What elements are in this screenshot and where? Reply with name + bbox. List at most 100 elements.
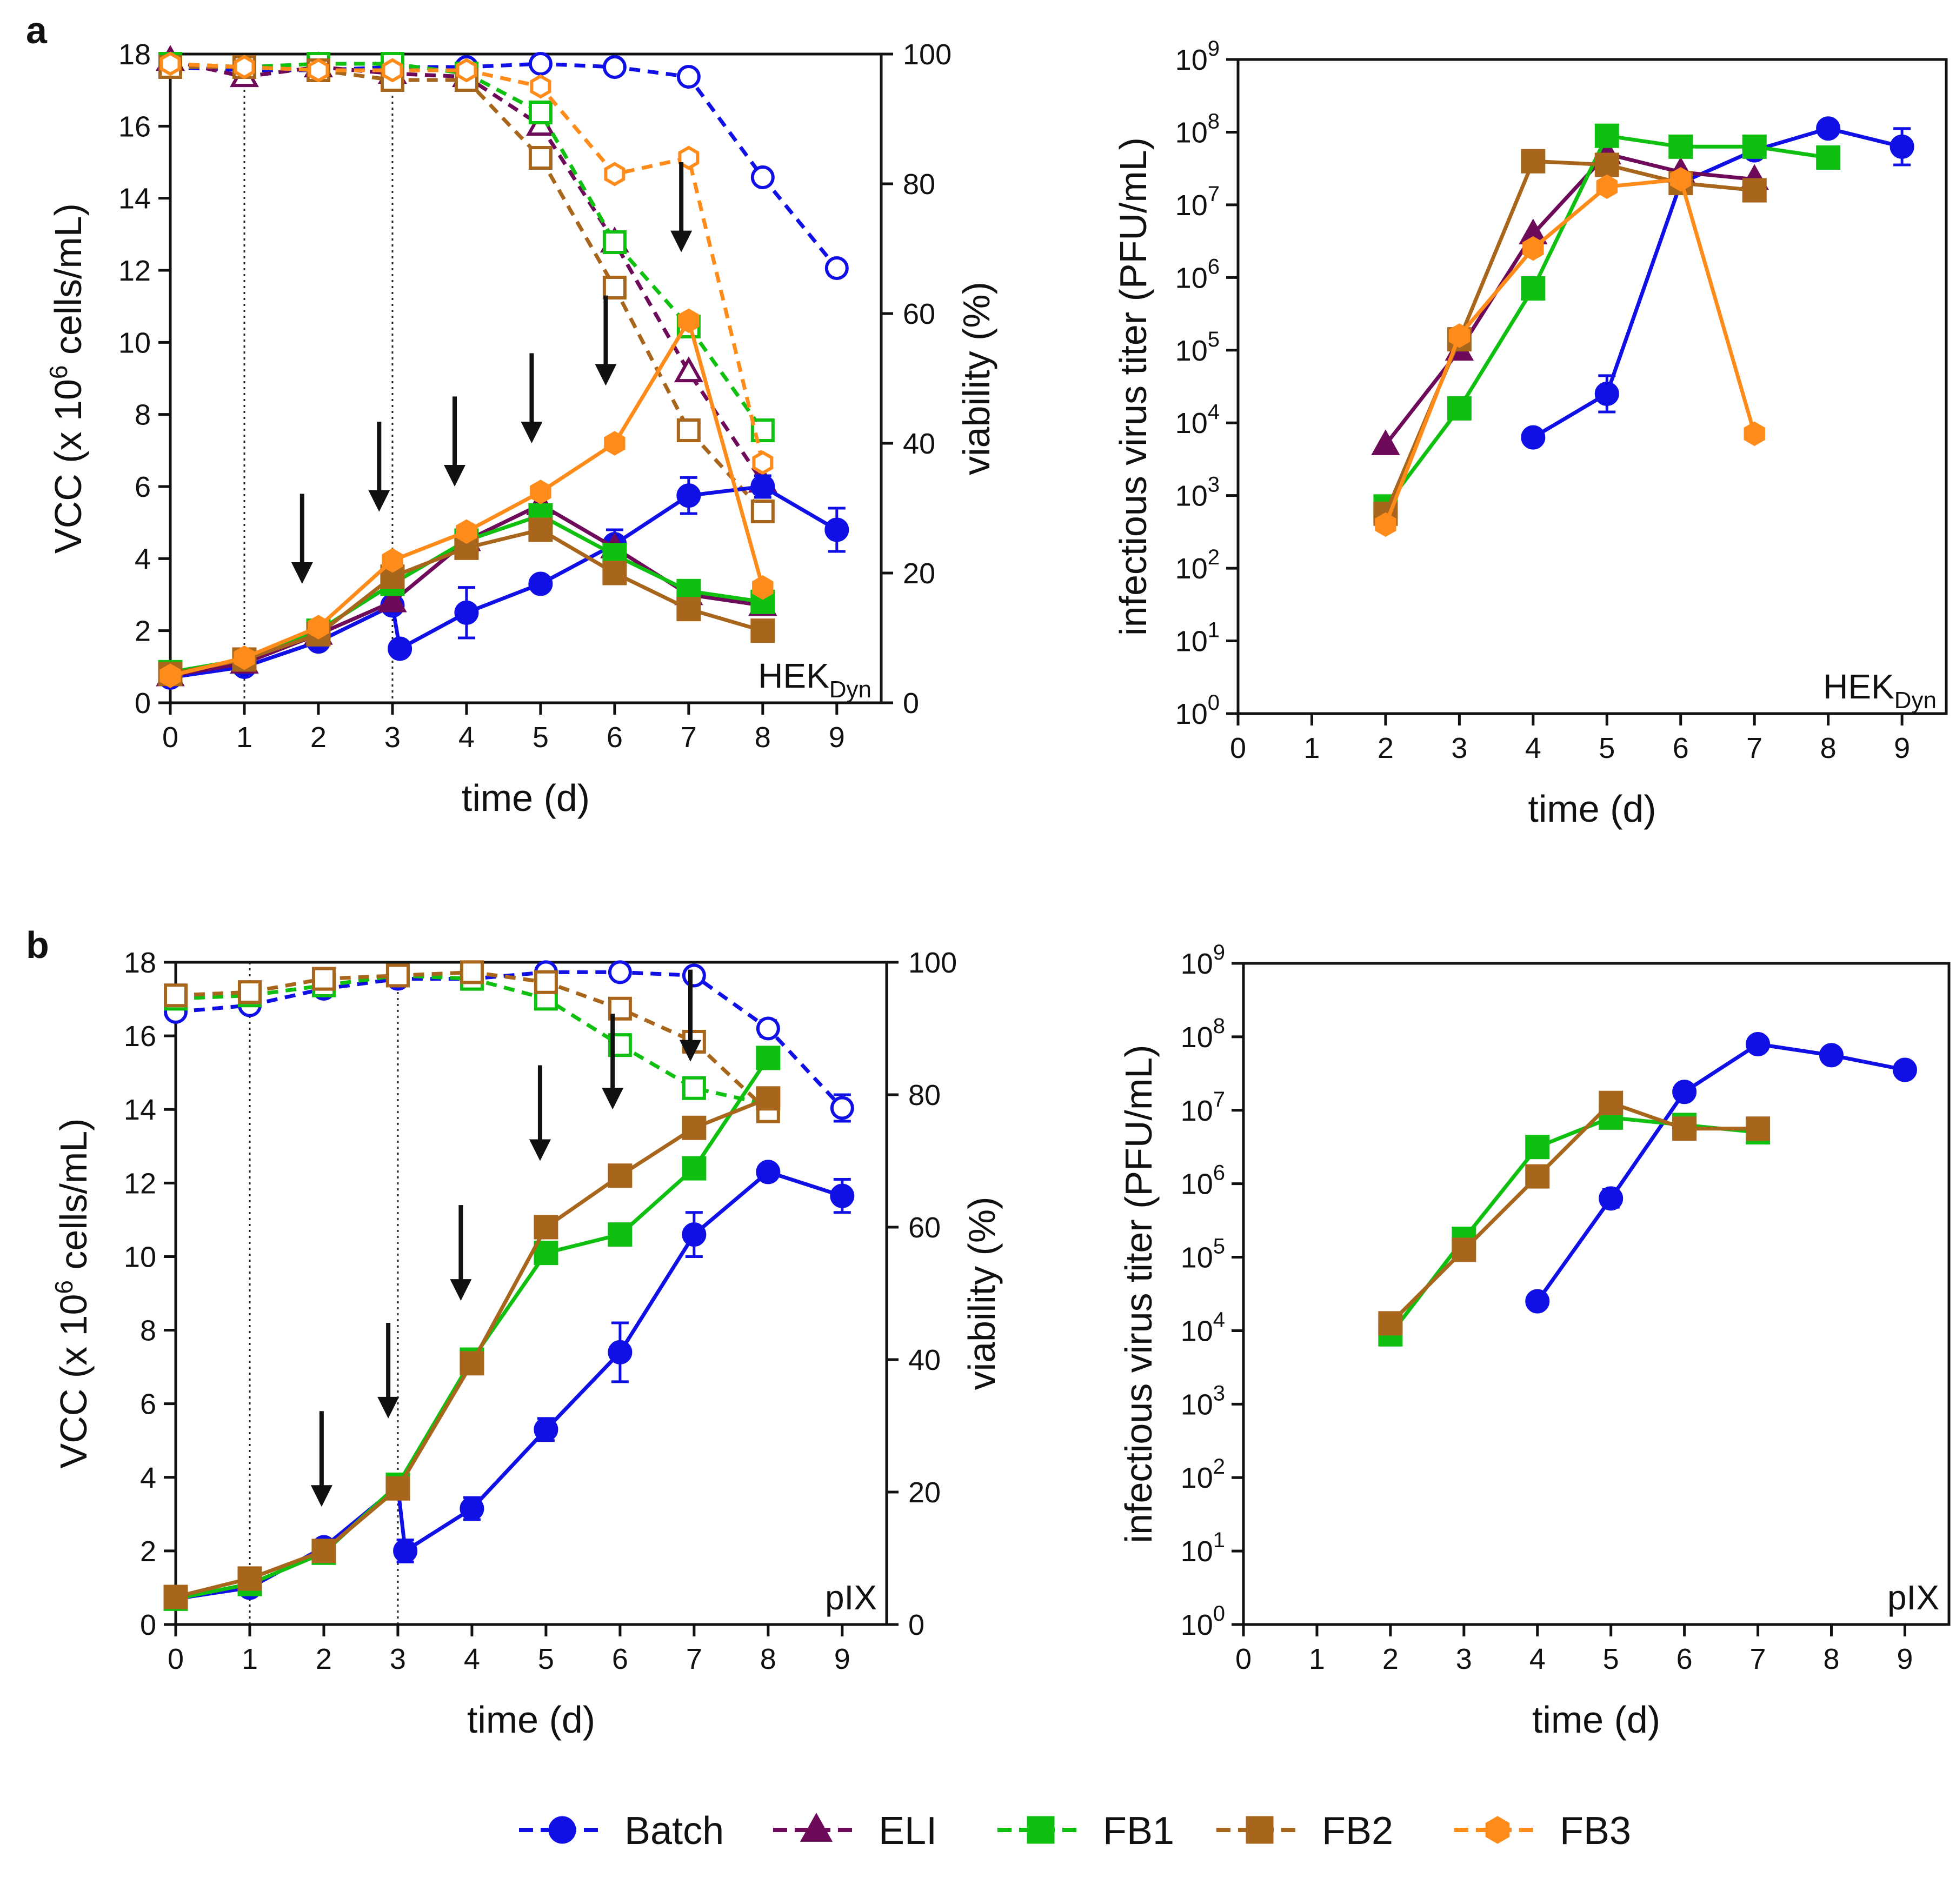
x-tick-label: 4 [1525, 732, 1541, 764]
titer-series-fb3 [1375, 167, 1765, 537]
titer-point-batch [1594, 381, 1619, 406]
legend-swatch-marker [1027, 1816, 1055, 1844]
y-tick-label: 100 [1175, 691, 1220, 730]
feed-arrow [377, 1322, 400, 1419]
x-tick-label: 4 [464, 1643, 480, 1675]
viability-series-fb3 [159, 51, 774, 475]
vcc-point-fb2 [528, 517, 553, 542]
x-tick-label: 0 [168, 1643, 184, 1675]
titer-point-batch [1890, 134, 1914, 159]
vcc-point-fb2 [750, 618, 775, 643]
vcc-point-batch [534, 1417, 558, 1442]
legend-label: Batch [624, 1809, 724, 1853]
y-tick-label-exponent: 4 [1213, 1308, 1225, 1332]
y-tick-label-exponent: 5 [1213, 1235, 1225, 1259]
y-tick-label-base: 10 [1181, 1242, 1213, 1274]
x-tick-label: 8 [755, 721, 771, 754]
vcc-point-fb2 [608, 1163, 633, 1188]
titer-point-fb3 [1596, 174, 1618, 199]
y-tick-label-base: 10 [1181, 1462, 1213, 1494]
y-tick-label-exponent: 8 [1213, 1014, 1225, 1038]
vcc-series-fb2 [163, 1086, 781, 1609]
titer-point-batch [1672, 1080, 1697, 1104]
y2-tick-label: 0 [908, 1609, 924, 1641]
y-tick-label-base: 10 [1175, 407, 1208, 440]
y-tick-label-exponent: 2 [1208, 545, 1220, 569]
viability-point-fb2 [676, 418, 701, 442]
y-axis-title-suffix: cells/mL) [52, 1119, 95, 1280]
vcc-point-fb3 [234, 645, 255, 670]
titer-point-fb1 [1525, 1135, 1550, 1160]
y2-tick-label: 40 [903, 428, 935, 460]
titer-point-fb3 [1375, 512, 1396, 537]
viability-series-batch [164, 960, 854, 1123]
feed-arrow-head [521, 422, 543, 443]
vcc-point-batch [750, 474, 775, 499]
titer-point-fb2 [1672, 1116, 1697, 1141]
x-tick-label: 2 [1378, 732, 1394, 764]
y2-tick-label: 20 [908, 1476, 941, 1509]
y-tick-label: 16 [118, 110, 151, 143]
viability-point-fb1 [528, 101, 553, 124]
y-tick-label-exponent: 0 [1213, 1602, 1225, 1626]
y-tick-label-base: 10 [1181, 1095, 1213, 1127]
titer-point-batch [1521, 425, 1546, 450]
y-tick-label-exponent: 0 [1208, 691, 1220, 715]
viability-line-fb1 [170, 62, 764, 432]
vcc-point-batch [528, 571, 553, 596]
y-axis-title: VCC (x 106 cells/mL) [44, 203, 89, 554]
y-tick-label-exponent: 3 [1208, 473, 1220, 497]
titer-point-fb1 [1447, 396, 1472, 421]
titer-line-fb2 [1389, 1101, 1758, 1325]
x-tick-label: 8 [1820, 732, 1837, 764]
y-tick-label: 108 [1175, 109, 1220, 149]
y-tick-label-exponent: 9 [1213, 941, 1225, 964]
vcc-point-fb2 [460, 1351, 484, 1376]
titer-point-batch [1746, 1031, 1771, 1056]
feed-arrow-head [595, 364, 617, 386]
feed-arrow [521, 353, 543, 443]
vcc-point-fb2 [311, 1539, 336, 1563]
x-tick-label: 6 [607, 721, 623, 754]
titer-line-fb1 [1389, 1115, 1758, 1336]
legend-item-fb1: FB1 [997, 1809, 1174, 1853]
feed-arrow [670, 162, 693, 252]
y2-tick-label: 0 [903, 687, 919, 720]
legend-swatch-marker [800, 1813, 833, 1842]
x-tick-label: 0 [1235, 1643, 1252, 1675]
titer-line-batch [1532, 127, 1902, 440]
y-tick-label: 8 [140, 1315, 156, 1347]
legend-item-eli: ELI [773, 1809, 937, 1853]
titer-point-fb3 [1522, 236, 1544, 261]
viability-line-eli [170, 58, 764, 483]
y-tick-label: 105 [1181, 1235, 1225, 1274]
legend-swatch-marker [548, 1816, 576, 1844]
y-tick-label: 14 [118, 183, 151, 215]
x-tick-label: 3 [1456, 1643, 1472, 1675]
titer-point-fb1 [1816, 145, 1841, 170]
x-tick-label: 8 [1823, 1643, 1839, 1675]
y2-tick-label: 100 [908, 947, 957, 979]
titer-point-eli [1371, 429, 1400, 455]
titer-point-fb1 [1521, 276, 1546, 301]
viability-point-fb3 [159, 51, 181, 76]
y-tick-label: 102 [1181, 1455, 1225, 1494]
y-tick-label-exponent: 8 [1208, 109, 1220, 133]
y-tick-label: 105 [1175, 328, 1220, 367]
feed-arrow-head [529, 1139, 551, 1161]
y-axis-title-suffix: cells/mL) [47, 203, 89, 365]
y-tick-label: 18 [118, 38, 151, 71]
y-tick-label: 8 [135, 399, 151, 431]
y-tick-label: 101 [1175, 618, 1220, 658]
legend-swatch-marker [1246, 1816, 1274, 1844]
y-axis-title-prefix: VCC (x 10 [52, 1294, 95, 1469]
x-tick-label: 9 [1894, 732, 1910, 764]
vcc-point-fb1 [608, 1222, 633, 1247]
panel-letter-a: a [26, 9, 48, 51]
vcc-point-batch [608, 1340, 633, 1364]
feed-arrow-head [377, 1396, 400, 1419]
cell-line-label-main: HEK [758, 656, 829, 695]
viability-point-fb2 [750, 500, 775, 523]
viability-point-batch [608, 960, 632, 984]
titer-point-fb1 [1668, 134, 1693, 159]
